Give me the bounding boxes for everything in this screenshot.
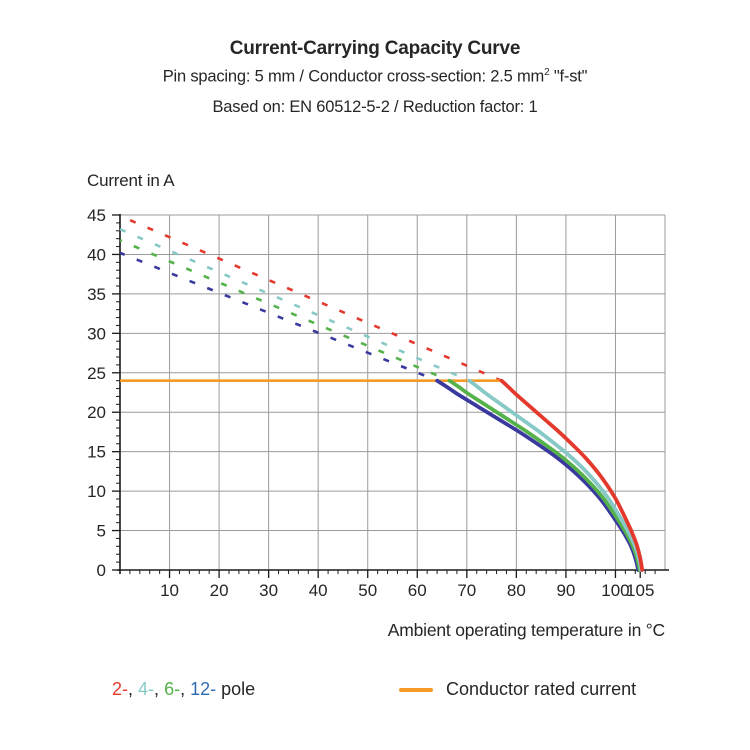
x-axis-title: Ambient operating temperature in °C — [387, 620, 665, 640]
legend-token-4: 6- — [164, 679, 181, 699]
y-tick-label-5: 5 — [97, 522, 106, 541]
legend-token-6: 12- — [190, 679, 217, 699]
legend-token-3: , — [154, 679, 165, 699]
y-axis-title: Current in A — [87, 171, 175, 190]
rated-current-label: Conductor rated current — [446, 679, 637, 699]
legend: 2-, 4-, 6-, 12- pole Conductor rated cur… — [0, 679, 750, 703]
curve-12-pole-dashed — [119, 251, 438, 382]
x-tick-label-105: 105 — [626, 581, 654, 600]
x-tick-label-20: 20 — [210, 581, 229, 600]
legend-token-2: 4- — [138, 679, 155, 699]
y-tick-label-15: 15 — [87, 443, 106, 462]
x-tick-label-60: 60 — [408, 581, 427, 600]
subtitle-spec-suffix: "f-st" — [549, 67, 588, 86]
x-tick-label-90: 90 — [556, 581, 575, 600]
y-tick-label-40: 40 — [87, 245, 106, 264]
curve-2-pole-dashed — [119, 214, 503, 382]
rated-current-swatch-line — [399, 688, 433, 692]
legend-pole-counts: 2-, 4-, 6-, 12- pole — [112, 679, 255, 700]
y-tick-label-10: 10 — [87, 482, 106, 501]
legend-token-1: , — [128, 679, 139, 699]
x-tick-label-40: 40 — [309, 581, 328, 600]
y-tick-label-45: 45 — [87, 206, 106, 225]
chart-subtitle-standard: Based on: EN 60512-5-2 / Reduction facto… — [212, 98, 538, 116]
chart-title: Current-Carrying Capacity Curve — [229, 38, 521, 59]
curve-6-pole-solid — [447, 378, 642, 572]
curve-2-pole-solid — [499, 378, 645, 572]
chart-subtitle-spec: Pin spacing: 5 mm / Conductor cross-sect… — [0, 67, 750, 87]
y-tick-label-25: 25 — [87, 364, 106, 383]
x-tick-label-50: 50 — [358, 581, 377, 600]
x-tick-label-100: 100 — [601, 581, 629, 600]
x-tick-label-80: 80 — [507, 581, 526, 600]
subtitle-spec-text: Pin spacing: 5 mm / Conductor cross-sect… — [162, 67, 545, 86]
legend-token-0: 2- — [112, 679, 129, 699]
curve-4-pole-dashed — [119, 228, 470, 382]
legend-token-5: , — [180, 679, 191, 699]
y-tick-label-0: 0 — [97, 561, 106, 580]
x-tick-label-70: 70 — [457, 581, 476, 600]
x-tick-label-30: 30 — [259, 581, 278, 600]
x-tick-label-10: 10 — [160, 581, 179, 600]
subtitle-spec-superscript: 2 — [544, 67, 550, 78]
y-tick-label-20: 20 — [87, 403, 106, 422]
legend-token-7: pole — [216, 679, 256, 699]
curve-4-pole-solid — [467, 378, 644, 572]
y-tick-label-30: 30 — [87, 324, 106, 343]
y-tick-label-35: 35 — [87, 285, 106, 304]
